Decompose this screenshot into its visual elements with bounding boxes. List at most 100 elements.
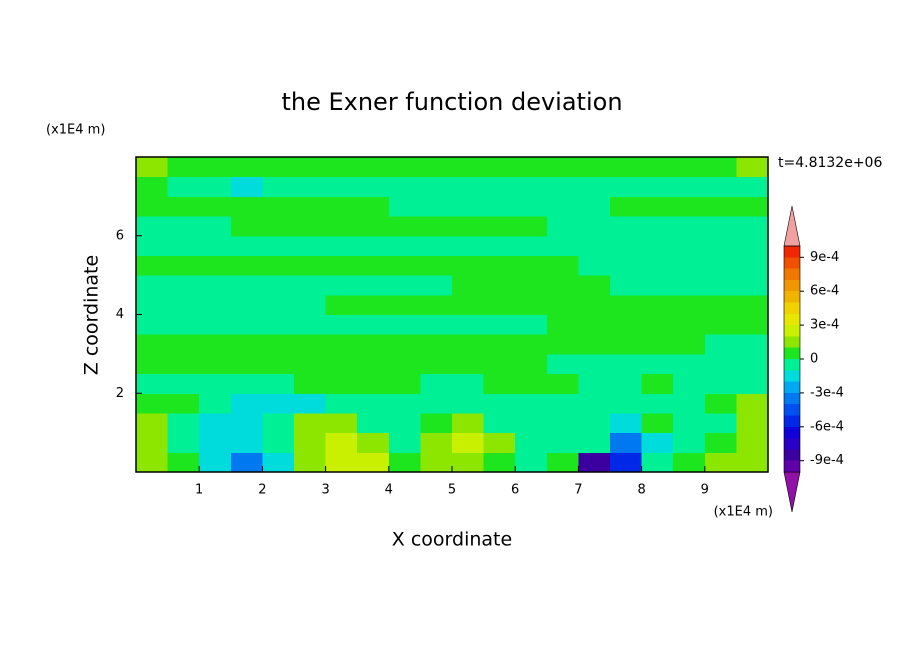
contour-cell <box>610 157 643 178</box>
contour-cell <box>578 412 611 434</box>
contour-cell <box>610 393 643 414</box>
contour-cell <box>420 294 453 315</box>
contour-cell <box>736 373 769 394</box>
contour-cell <box>673 353 706 375</box>
contour-cell <box>452 412 485 434</box>
contour-cell <box>515 255 548 276</box>
contour-cell <box>515 452 548 473</box>
contour-cell <box>515 432 548 453</box>
contour-cell <box>388 176 421 197</box>
colorbar-bin <box>784 268 800 280</box>
contour-cell <box>167 373 200 394</box>
y-tick-label: 4 <box>116 307 124 322</box>
contour-cell <box>641 235 674 256</box>
contour-cell <box>230 452 263 473</box>
contour-cell <box>641 294 674 315</box>
contour-cell <box>388 314 421 335</box>
contour-cell <box>673 255 706 276</box>
contour-cell <box>515 176 548 197</box>
contour-cell <box>610 294 643 315</box>
contour-cell <box>673 196 706 217</box>
contour-cell <box>641 275 674 296</box>
contour-cell <box>262 452 295 473</box>
contour-cell <box>641 432 674 453</box>
contour-cell <box>452 432 485 453</box>
contour-cell <box>578 275 611 296</box>
contour-cell <box>736 452 769 473</box>
contour-field <box>136 157 769 473</box>
contour-cell <box>673 373 706 394</box>
contour-cell <box>578 255 611 276</box>
contour-cell <box>199 373 232 394</box>
contour-cell <box>420 196 453 217</box>
contour-cell <box>420 157 453 178</box>
colorbar-tick-label: 0 <box>810 352 818 367</box>
contour-cell <box>136 432 169 453</box>
contour-cell <box>546 275 579 296</box>
contour-cell <box>167 157 200 178</box>
contour-cell <box>167 275 200 296</box>
contour-cell <box>483 314 516 335</box>
contour-cell <box>230 373 263 394</box>
contour-cell <box>641 393 674 414</box>
contour-cell <box>736 235 769 256</box>
contour-cell <box>357 412 390 434</box>
colorbar-tick-label: -6e-4 <box>810 419 844 434</box>
contour-cell <box>515 216 548 237</box>
contour-cell <box>136 157 169 178</box>
colorbar-bin <box>784 449 800 461</box>
contour-cell <box>610 373 643 394</box>
contour-cell <box>452 452 485 473</box>
contour-cell <box>673 334 706 355</box>
contour-cell <box>483 432 516 453</box>
contour-cell <box>325 412 358 434</box>
colorbar-bin <box>784 325 800 337</box>
contour-cell <box>388 196 421 217</box>
contour-cell <box>515 196 548 217</box>
contour-cell <box>294 412 327 434</box>
contour-cell <box>578 334 611 355</box>
x-tick-label: 5 <box>448 483 456 498</box>
contour-cell <box>736 157 769 178</box>
contour-cell <box>736 393 769 414</box>
x-tick-label: 4 <box>385 483 393 498</box>
contour-cell <box>515 157 548 178</box>
contour-cell <box>325 294 358 315</box>
contour-cell <box>262 393 295 414</box>
x-tick-label: 2 <box>258 483 266 498</box>
contour-cell <box>641 412 674 434</box>
contour-cell <box>546 314 579 335</box>
contour-cell <box>546 334 579 355</box>
contour-cell <box>704 196 737 217</box>
contour-cell <box>199 334 232 355</box>
contour-cell <box>704 157 737 178</box>
contour-cell <box>641 353 674 375</box>
contour-cell <box>546 432 579 453</box>
contour-cell <box>388 432 421 453</box>
contour-cell <box>136 235 169 256</box>
contour-cell <box>357 216 390 237</box>
contour-cell <box>325 334 358 355</box>
contour-cell <box>294 432 327 453</box>
contour-cell <box>610 334 643 355</box>
contour-cell <box>199 196 232 217</box>
contour-cell <box>199 452 232 473</box>
contour-cell <box>546 196 579 217</box>
contour-cell <box>420 432 453 453</box>
contour-cell <box>578 373 611 394</box>
contour-cell <box>167 393 200 414</box>
contour-cell <box>610 353 643 375</box>
contour-cell <box>262 157 295 178</box>
contour-cell <box>610 235 643 256</box>
contour-cell <box>420 353 453 375</box>
contour-cell <box>736 255 769 276</box>
contour-cell <box>704 176 737 197</box>
contour-cell <box>294 275 327 296</box>
contour-cell <box>136 255 169 276</box>
contour-cell <box>388 353 421 375</box>
contour-cell <box>452 373 485 394</box>
x-tick-label: 3 <box>321 483 329 498</box>
contour-cell <box>452 235 485 256</box>
contour-cell <box>483 412 516 434</box>
